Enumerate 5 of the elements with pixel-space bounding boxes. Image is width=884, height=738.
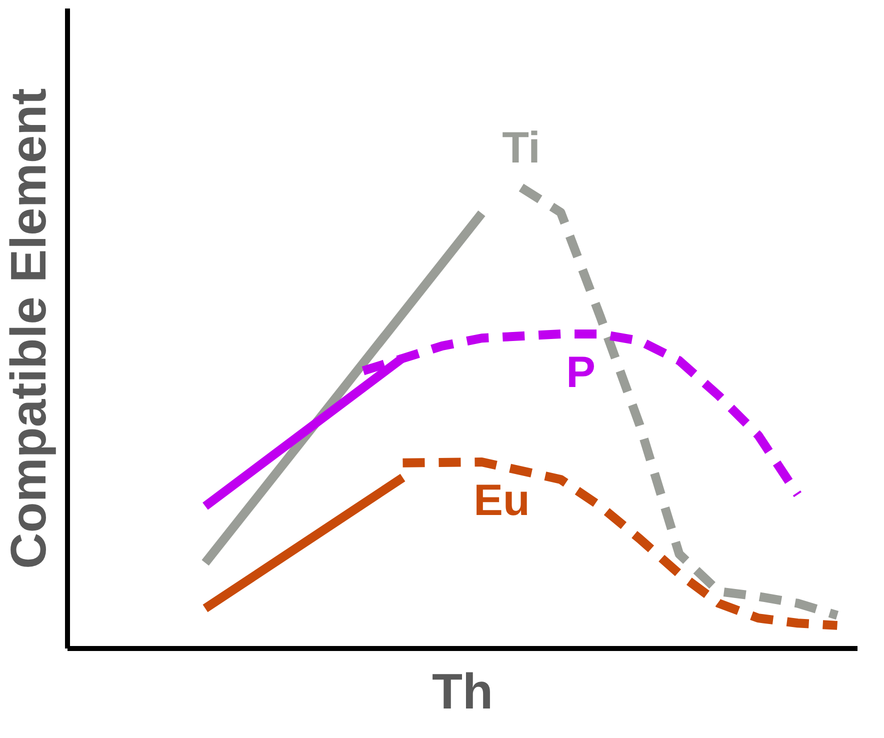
series-label: Eu <box>474 476 530 525</box>
x-axis-title: Th <box>432 664 494 720</box>
series-label: Ti <box>502 124 540 173</box>
y-axis-title: Compatible Element <box>0 88 56 569</box>
series-label: P <box>566 348 596 397</box>
